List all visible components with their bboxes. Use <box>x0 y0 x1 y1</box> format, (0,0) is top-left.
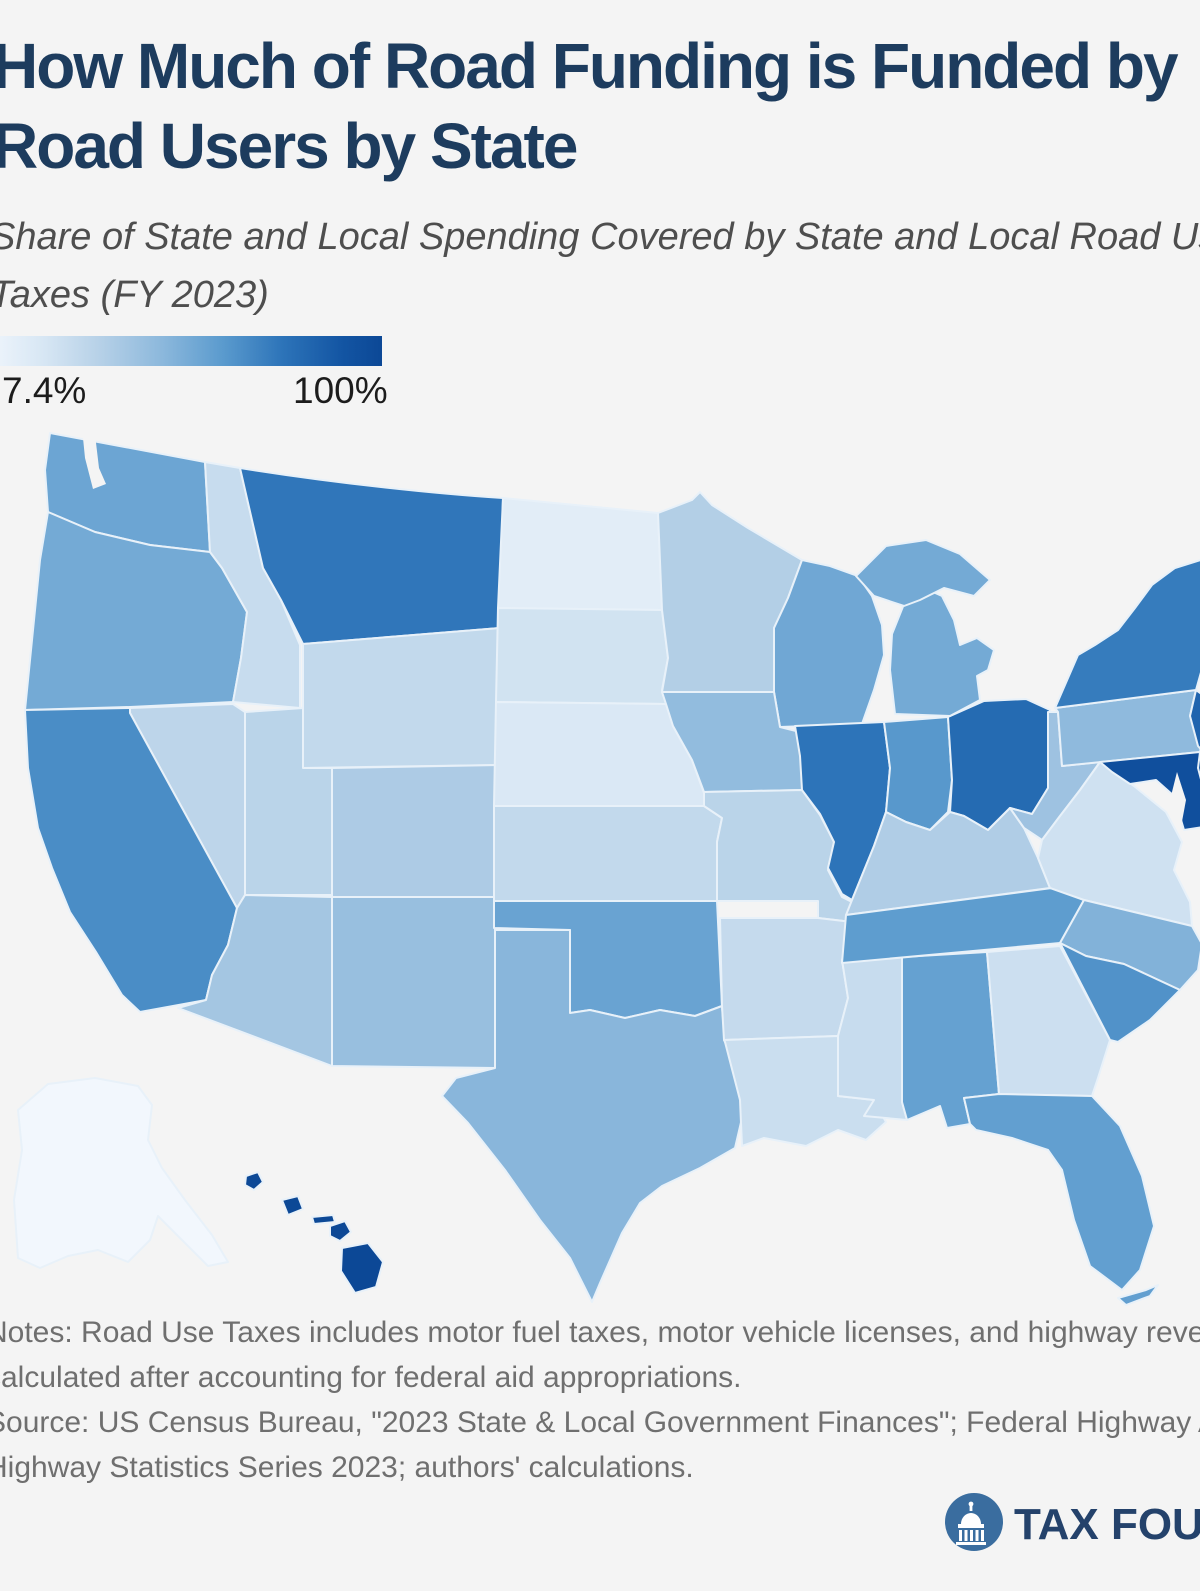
state-maryland[interactable] <box>1099 751 1200 831</box>
state-wyoming[interactable] <box>302 627 501 769</box>
page-subtitle: Share of State and Local Spending Covere… <box>0 208 1200 324</box>
state-mississippi[interactable] <box>837 956 908 1121</box>
state-alaska[interactable] <box>13 1077 229 1269</box>
state-north-dakota[interactable] <box>497 497 663 611</box>
puget-sound-water <box>82 426 106 489</box>
legend-min-label: 7.4% <box>2 370 87 411</box>
notes-line-1: Notes: Road Use Taxes includes motor fue… <box>0 1316 1200 1349</box>
state-new-jersey[interactable] <box>1189 689 1200 760</box>
hawaii-kauai <box>244 1171 264 1191</box>
state-south-dakota[interactable] <box>495 607 669 705</box>
state-michigan[interactable] <box>855 539 995 717</box>
source-line-1: Source: US Census Bureau, "2023 State & … <box>0 1406 1200 1439</box>
state-florida[interactable] <box>963 1093 1159 1306</box>
state-arkansas[interactable] <box>719 917 853 1041</box>
state-hawaii[interactable] <box>244 1171 384 1294</box>
michigan-lower-peninsula <box>889 587 995 717</box>
chesapeake-bay-water <box>1170 772 1186 827</box>
state-california[interactable] <box>24 707 238 1013</box>
states-group <box>13 426 1200 1306</box>
florida-keys <box>1117 1284 1159 1306</box>
title-line-2: Road Users by State <box>0 110 578 182</box>
capitol-dome-icon <box>945 1493 1003 1551</box>
hawaii-maui <box>329 1220 352 1242</box>
state-indiana[interactable] <box>883 716 953 831</box>
footnotes: Notes: Road Use Taxes includes motor fue… <box>0 1310 1200 1490</box>
notes-line-2: calculated after accounting for federal … <box>0 1361 742 1394</box>
hawaii-big-island <box>340 1242 384 1294</box>
tax-foundation-logo: TAX FOUNDATION <box>944 1492 1200 1552</box>
hawaii-molokai <box>311 1214 336 1225</box>
title-line-1: How Much of Road Funding is Funded by <box>0 30 1179 102</box>
legend-max-label: 100% <box>293 370 388 411</box>
logo-wordmark: TAX FOUNDATION <box>1014 1500 1200 1549</box>
state-south-carolina[interactable] <box>1059 942 1181 1043</box>
state-colorado[interactable] <box>331 764 501 898</box>
subtitle-line-1: Share of State and Local Spending Covere… <box>0 216 1200 258</box>
state-texas[interactable] <box>441 929 743 1303</box>
source-line-2: Highway Statistics Series 2023; authors'… <box>0 1451 694 1484</box>
legend-gradient <box>0 336 382 366</box>
capitol-glyph <box>956 1501 986 1545</box>
state-kansas[interactable] <box>493 805 723 902</box>
michigan-upper-peninsula <box>855 539 991 607</box>
state-new-mexico[interactable] <box>331 896 496 1069</box>
subtitle-line-2: Taxes (FY 2023) <box>0 274 269 316</box>
page-title: How Much of Road Funding is Funded by Ro… <box>0 26 1200 186</box>
hawaii-oahu <box>281 1195 304 1216</box>
state-new-york[interactable] <box>1054 558 1200 709</box>
